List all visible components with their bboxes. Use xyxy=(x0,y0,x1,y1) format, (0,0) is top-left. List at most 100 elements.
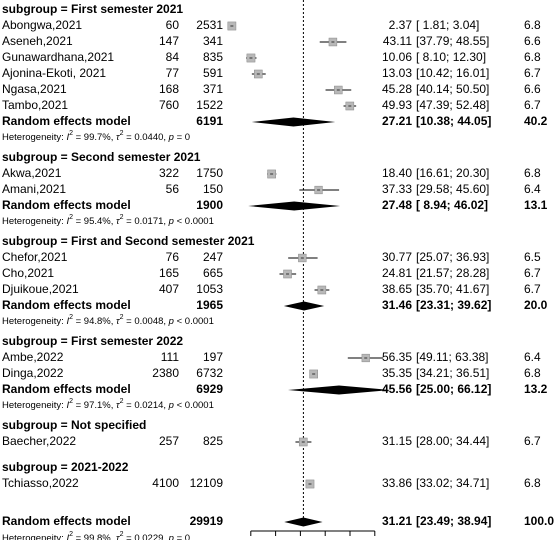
total: 197 xyxy=(203,350,223,364)
pooled-ci: [25.00; 66.12] xyxy=(416,382,491,396)
study-name: Ajonina-Ekoti, 2021 xyxy=(2,66,106,80)
pooled-weight: 13.2 xyxy=(524,382,548,396)
ci: [47.39; 52.48] xyxy=(416,98,489,112)
pooled-diamond xyxy=(248,201,341,211)
estimate: 18.40 xyxy=(382,166,412,180)
weight: 6.6 xyxy=(524,34,541,48)
study-name: Ambe,2022 xyxy=(2,350,64,364)
ci: [ 1.81; 3.04] xyxy=(416,18,479,32)
estimate: 2.37 xyxy=(389,18,413,32)
study-name: Akwa,2021 xyxy=(2,166,62,180)
heterogeneity-part: p xyxy=(168,400,174,411)
pooled-total: 6191 xyxy=(196,114,223,128)
ci: [10.42; 16.01] xyxy=(416,66,489,80)
heterogeneity-part: = 0.0048, xyxy=(124,316,169,327)
heterogeneity-part: I xyxy=(66,400,69,411)
heterogeneity-part: < 0.0001 xyxy=(174,316,214,327)
heterogeneity-part: τ xyxy=(116,533,121,540)
ci: [28.00; 34.44] xyxy=(416,434,489,448)
heterogeneity-part: I xyxy=(66,316,69,327)
total: 12109 xyxy=(190,476,224,490)
total: 665 xyxy=(203,266,223,280)
total: 591 xyxy=(203,66,223,80)
ci: [ 8.10; 12.30] xyxy=(416,50,486,64)
subgroup-header: subgroup = Not specified xyxy=(2,418,146,432)
estimate: 31.15 xyxy=(382,434,412,448)
weight: 6.8 xyxy=(524,166,541,180)
estimate: 38.65 xyxy=(382,282,412,296)
study-name: Djuikoue,2021 xyxy=(2,282,79,296)
ci: [34.21; 36.51] xyxy=(416,366,489,380)
events: 760 xyxy=(159,98,179,112)
events: 4100 xyxy=(152,476,179,490)
weight: 6.7 xyxy=(524,266,541,280)
ci: [35.70; 41.67] xyxy=(416,282,489,296)
pooled-name: Random effects model xyxy=(2,514,131,528)
events: 147 xyxy=(159,34,179,48)
total: 835 xyxy=(203,50,223,64)
ci: [21.57; 28.28] xyxy=(416,266,489,280)
events: 60 xyxy=(166,18,180,32)
heterogeneity-part: Heterogeneity: xyxy=(2,400,66,411)
ci: [29.58; 45.60] xyxy=(416,182,489,196)
heterogeneity: Heterogeneity: I2 = 99.8%, τ2 = 0.0229, … xyxy=(2,531,190,540)
pooled-estimate: 27.21 xyxy=(382,114,412,128)
heterogeneity-part: 2 xyxy=(120,314,124,321)
heterogeneity-part: Heterogeneity: xyxy=(2,132,66,143)
weight: 6.7 xyxy=(524,282,541,296)
pooled-weight: 13.1 xyxy=(524,198,548,212)
heterogeneity-part: Heterogeneity: xyxy=(2,216,66,227)
heterogeneity-part: 2 xyxy=(120,214,124,221)
heterogeneity-part: 2 xyxy=(69,214,73,221)
heterogeneity-part: τ xyxy=(116,400,121,411)
events: 168 xyxy=(159,82,179,96)
heterogeneity-part: = 0 xyxy=(174,132,190,143)
events: 407 xyxy=(159,282,179,296)
heterogeneity: Heterogeneity: I2 = 97.1%, τ2 = 0.0214, … xyxy=(2,398,214,410)
estimate: 49.93 xyxy=(382,98,412,112)
events: 257 xyxy=(159,434,179,448)
weight: 6.7 xyxy=(524,434,541,448)
ci: [49.11; 63.38] xyxy=(416,350,489,364)
estimate: 43.11 xyxy=(383,34,412,48)
heterogeneity: Heterogeneity: I2 = 94.8%, τ2 = 0.0048, … xyxy=(2,314,214,326)
events: 56 xyxy=(166,182,180,196)
pooled-ci: [10.38; 44.05] xyxy=(416,114,491,128)
heterogeneity-part: p xyxy=(168,132,174,143)
total: 825 xyxy=(203,434,223,448)
estimate: 24.81 xyxy=(382,266,412,280)
study-name: Tambo,2021 xyxy=(2,98,68,112)
pooled-total: 1900 xyxy=(196,198,223,212)
pooled-weight: 100.0 xyxy=(524,514,554,528)
weight: 6.8 xyxy=(524,476,541,490)
weight: 6.8 xyxy=(524,366,541,380)
heterogeneity-part: = 94.8%, xyxy=(73,316,116,327)
weight: 6.6 xyxy=(524,82,541,96)
study-name: Abongwa,2021 xyxy=(2,18,82,32)
pooled-name: Random effects model xyxy=(2,298,131,312)
pooled-diamond xyxy=(283,301,325,311)
events: 2380 xyxy=(152,366,179,380)
total: 1750 xyxy=(196,166,223,180)
total: 2531 xyxy=(196,18,223,32)
heterogeneity-part: < 0.0001 xyxy=(174,216,214,227)
weight: 6.5 xyxy=(524,250,541,264)
estimate: 13.03 xyxy=(382,66,412,80)
events: 111 xyxy=(161,350,180,364)
events: 77 xyxy=(166,66,180,80)
total: 1053 xyxy=(196,282,223,296)
heterogeneity-part: p xyxy=(168,316,174,327)
heterogeneity-part: = 97.1%, xyxy=(73,400,116,411)
pooled-estimate: 45.56 xyxy=(382,382,412,396)
pooled-diamond xyxy=(284,517,323,527)
heterogeneity-part: = 0.0214, xyxy=(124,400,169,411)
heterogeneity-part: < 0.0001 xyxy=(174,400,214,411)
heterogeneity-part: 2 xyxy=(120,130,124,137)
estimate: 37.33 xyxy=(382,182,412,196)
pooled-total: 1965 xyxy=(196,298,223,312)
heterogeneity-part: = 0 xyxy=(174,533,190,540)
heterogeneity-part: I xyxy=(66,132,69,143)
study-name: Ngasa,2021 xyxy=(2,82,67,96)
heterogeneity-part: = 0.0171, xyxy=(124,216,169,227)
